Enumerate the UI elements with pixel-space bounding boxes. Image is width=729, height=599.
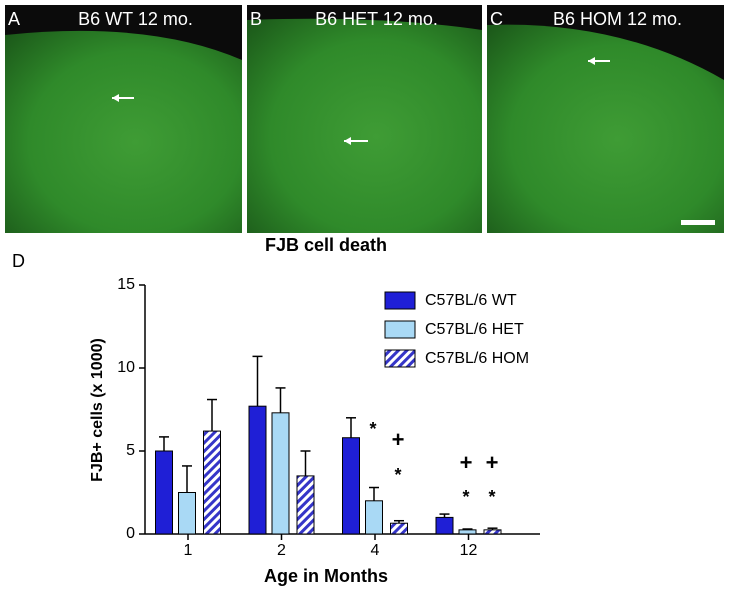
x-tick-label: 1 bbox=[184, 542, 193, 559]
legend-swatch bbox=[384, 291, 416, 310]
micrograph-a bbox=[5, 5, 242, 234]
significance-marker: * bbox=[369, 419, 376, 439]
bar bbox=[483, 529, 502, 535]
x-tick-label: 4 bbox=[371, 542, 380, 559]
significance-marker: * bbox=[488, 487, 495, 507]
legend-swatch bbox=[384, 349, 416, 368]
legend-label: C57BL/6 HET bbox=[425, 321, 524, 338]
bar bbox=[248, 405, 267, 535]
legend-label: C57BL/6 WT bbox=[425, 292, 517, 309]
bar bbox=[435, 516, 454, 535]
x-tick-label: 2 bbox=[277, 542, 286, 559]
y-axis-label: FJB+ cells (x 1000) bbox=[89, 338, 106, 482]
bar bbox=[178, 492, 196, 535]
x-tick-label: 12 bbox=[460, 542, 478, 559]
y-tick-label: 10 bbox=[117, 359, 135, 376]
y-tick-label: 0 bbox=[126, 525, 135, 542]
bar bbox=[155, 450, 173, 535]
chart-title: FJB cell death bbox=[265, 235, 387, 255]
micrograph-b bbox=[247, 5, 482, 233]
panel-title: B6 HET 12 mo. bbox=[315, 9, 438, 29]
panel-title: B6 HOM 12 mo. bbox=[553, 9, 682, 29]
panel-letter: C bbox=[490, 9, 503, 29]
bar bbox=[296, 475, 315, 535]
significance-marker: + bbox=[460, 450, 473, 475]
significance-marker: * bbox=[462, 487, 469, 507]
panel-letter: B bbox=[250, 9, 262, 29]
bar bbox=[342, 437, 360, 535]
scale-bar bbox=[681, 220, 715, 225]
y-tick-label: 15 bbox=[117, 276, 135, 293]
significance-marker: + bbox=[486, 450, 499, 475]
panel-title: B6 WT 12 mo. bbox=[78, 9, 193, 29]
y-tick-label: 5 bbox=[126, 442, 135, 459]
panel-letter: A bbox=[8, 9, 20, 29]
bar bbox=[458, 529, 477, 535]
significance-marker: * bbox=[394, 465, 401, 485]
legend-swatch bbox=[384, 320, 416, 339]
panel-letter: D bbox=[12, 251, 25, 271]
x-axis-label: Age in Months bbox=[264, 566, 388, 586]
micrograph-c bbox=[487, 5, 724, 233]
bar bbox=[365, 500, 383, 535]
bar bbox=[390, 522, 408, 535]
bar bbox=[203, 430, 221, 535]
legend-label: C57BL/6 HOM bbox=[425, 350, 529, 367]
significance-marker: + bbox=[392, 427, 405, 452]
bar bbox=[271, 412, 290, 535]
